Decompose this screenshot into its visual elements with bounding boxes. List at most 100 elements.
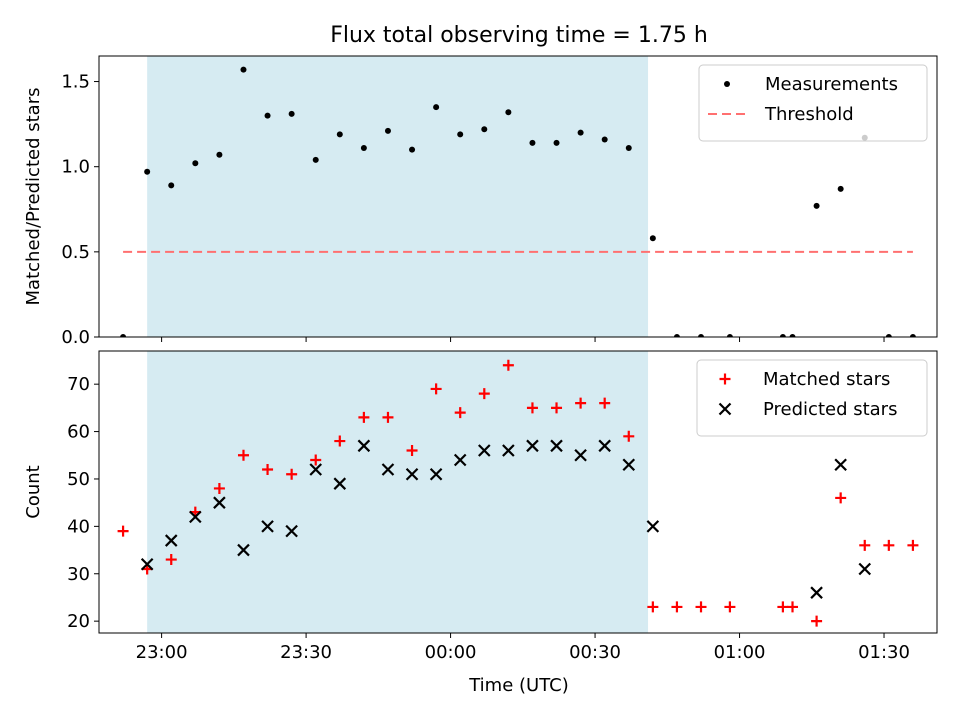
ratio-panel: 0.0 0.5 1.0 1.5 Matched/Predicted stars Measu… (23, 55, 938, 348)
measurement-point (837, 185, 844, 192)
predicted-star-point (858, 562, 872, 576)
matched-star-point (454, 407, 466, 419)
matched-star-point (165, 554, 177, 566)
predicted-star-point (164, 534, 178, 547)
measurement-point (673, 334, 680, 337)
x-tick-label: 01:00 (714, 642, 766, 663)
matched-star-point (575, 397, 587, 409)
matched-star-point (623, 430, 635, 442)
matched-star-point (430, 383, 442, 395)
legend-x-swatch (718, 402, 732, 416)
measurement-point (240, 66, 247, 73)
measurement-point (553, 139, 560, 146)
axes-frame (98, 55, 938, 338)
predicted-star-point (453, 453, 467, 467)
measurement-point (505, 109, 512, 116)
predicted-star-point (381, 463, 395, 476)
matched-star-point (237, 449, 249, 461)
measurement-point (649, 235, 656, 242)
measurement-point (264, 112, 271, 119)
measurement-point (433, 104, 440, 111)
legend-plus-swatch (719, 373, 731, 385)
predicted-star-point (598, 439, 611, 453)
predicted-star-point (429, 467, 443, 481)
y-tick-label: 50 (67, 469, 90, 490)
measurement-point (360, 144, 367, 151)
predicted-star-point (309, 463, 323, 476)
y-axis-label: Count (23, 465, 44, 518)
measurement-point (909, 334, 916, 337)
measurement-point (216, 151, 223, 158)
measurement-point (789, 334, 796, 337)
y-tick-label: 1.5 (61, 72, 90, 93)
legend-entry-label: Measurements (765, 74, 898, 95)
measurement-point (120, 334, 127, 337)
matched-star-point (811, 615, 823, 627)
matched-star-point (859, 539, 871, 551)
measurement-point (144, 168, 151, 175)
matched-star-point (334, 435, 346, 447)
y-tick-label: 1.0 (61, 157, 90, 178)
matched-star-point (777, 601, 789, 613)
y-tick-label: 0.5 (61, 242, 90, 263)
measurement-point (726, 334, 733, 337)
observing-window-span (147, 351, 649, 633)
x-tick-label: 23:30 (280, 642, 332, 663)
matched-star-point (117, 525, 129, 537)
predicted-star-point (646, 520, 660, 533)
matched-star-point (647, 601, 659, 613)
y-tick-label: 60 (67, 422, 90, 443)
legend: Matched stars Predicted stars (696, 359, 928, 437)
matched-star-point (382, 411, 394, 423)
axes-frame (98, 350, 938, 634)
legend-entry-label: Threshold (764, 104, 854, 125)
predicted-star-point (834, 458, 847, 472)
legend-dot-swatch (724, 81, 730, 87)
matched-star-point (406, 445, 418, 457)
measurement-point (885, 334, 892, 337)
matched-star-point (835, 492, 847, 504)
x-axis-label: Time (UTC) (468, 675, 569, 696)
measurement-point (577, 129, 584, 136)
measurement-point (457, 131, 464, 138)
measurement-point (384, 127, 391, 134)
y-tick-label: 40 (67, 516, 90, 537)
measurement-point (481, 126, 488, 133)
predicted-star-point (550, 439, 563, 453)
matched-star-point (724, 601, 736, 613)
y-tick-label: 30 (67, 564, 90, 585)
x-tick-label: 01:30 (858, 642, 910, 663)
predicted-star-point (574, 448, 587, 462)
predicted-star-point (333, 477, 347, 490)
matched-star-point (286, 468, 298, 480)
predicted-star-point (357, 439, 371, 453)
measurement-point (529, 139, 536, 146)
observing-window-span (147, 56, 649, 337)
predicted-star-point (810, 586, 823, 599)
predicted-star-point (237, 543, 250, 557)
predicted-star-point (502, 444, 515, 457)
matched-star-point (695, 601, 707, 613)
predicted-star-point (285, 524, 298, 538)
x-tick-label: 00:30 (569, 642, 621, 663)
count-panel: 20 30 40 50 60 70 23:00 23:30 00:00 00:30 01:00 01:… (23, 350, 938, 663)
figure-title: Flux total observing time = 1.75 h (330, 23, 708, 48)
legend-entry-label: Matched stars (763, 369, 890, 390)
matched-star-point (358, 411, 370, 423)
matched-star-point (551, 402, 563, 414)
x-tick-label: 00:00 (425, 642, 477, 663)
measurement-point (168, 182, 175, 189)
y-tick-label: 0.0 (61, 327, 90, 348)
predicted-star-point (478, 444, 491, 457)
y-axis-label: Matched/Predicted stars (23, 88, 44, 306)
legend: Measurements Threshold (698, 64, 928, 142)
matched-star-point (478, 388, 490, 400)
measurement-point (312, 156, 319, 163)
measurement-point (779, 334, 786, 337)
measurement-point (601, 136, 608, 143)
matched-star-point (671, 601, 683, 613)
measurement-point (409, 146, 416, 153)
y-tick-label: 20 (67, 611, 90, 632)
predicted-star-point (622, 458, 636, 472)
